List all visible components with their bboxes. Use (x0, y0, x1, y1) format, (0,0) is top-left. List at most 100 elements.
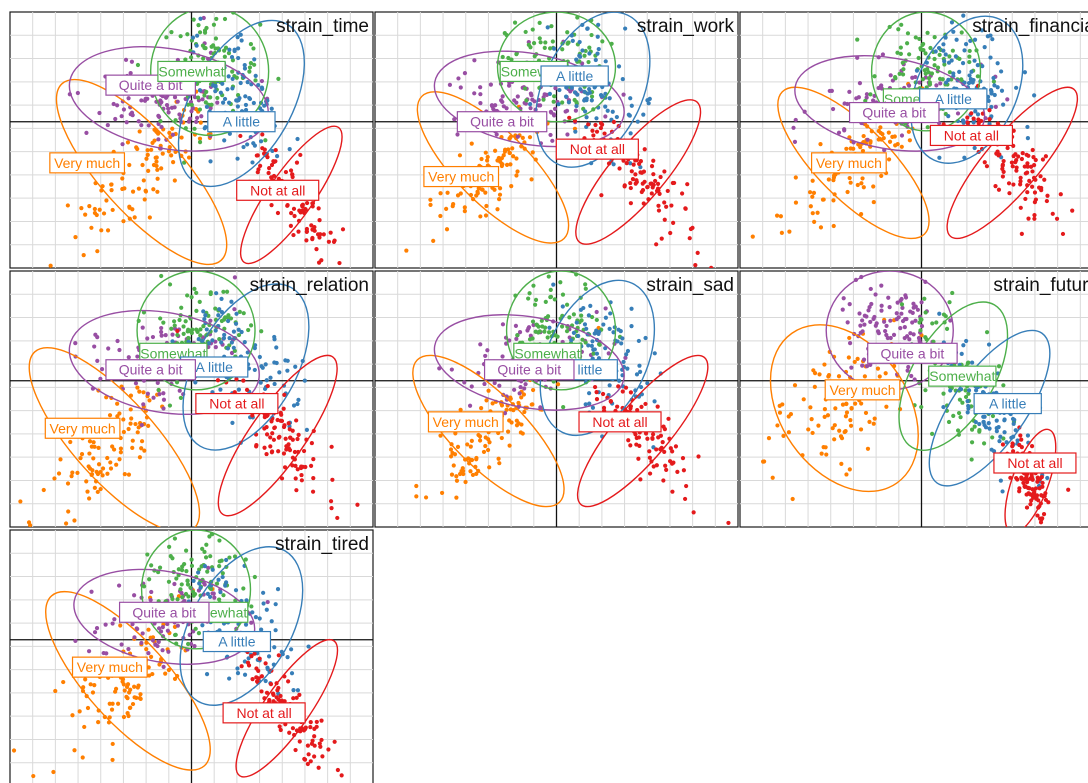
point-very-much (844, 146, 849, 151)
point-very-much (18, 499, 23, 504)
point-a-little (637, 363, 642, 368)
point-not-at-all (299, 472, 304, 478)
label-very-much: Very much (49, 152, 126, 174)
point-very-much (438, 191, 443, 196)
point-quite-a-bit (860, 329, 865, 334)
point-a-little (222, 138, 227, 143)
point-quite-a-bit (898, 326, 903, 331)
point-a-little (992, 92, 997, 98)
point-very-much (146, 627, 151, 632)
point-quite-a-bit (206, 565, 211, 571)
point-a-little (304, 427, 310, 433)
point-very-much (404, 248, 409, 253)
point-quite-a-bit (132, 593, 137, 598)
point-very-much (477, 438, 483, 443)
point-very-much (61, 679, 66, 685)
point-not-at-all (321, 232, 326, 237)
point-not-at-all (297, 692, 302, 697)
point-not-at-all (276, 449, 281, 454)
point-very-much (31, 773, 36, 779)
point-a-little (289, 671, 295, 676)
point-somewhat (197, 299, 202, 304)
point-a-little (997, 439, 1002, 444)
point-quite-a-bit (478, 85, 483, 90)
point-very-much (198, 120, 203, 125)
point-a-little (274, 345, 279, 350)
point-somewhat (194, 290, 199, 295)
point-a-little (289, 647, 294, 652)
point-very-much (877, 374, 882, 379)
point-somewhat (984, 330, 990, 335)
point-somewhat (170, 556, 175, 561)
point-not-at-all (279, 698, 284, 703)
point-quite-a-bit (905, 368, 910, 373)
point-a-little (628, 161, 633, 166)
point-somewhat (558, 280, 563, 285)
point-not-at-all (639, 404, 644, 409)
point-not-at-all (1027, 178, 1032, 183)
point-not-at-all (339, 773, 344, 778)
point-a-little (578, 87, 583, 92)
label-box (824, 379, 901, 401)
point-quite-a-bit (513, 323, 519, 328)
point-somewhat (217, 564, 222, 569)
point-very-much (126, 472, 132, 477)
point-quite-a-bit (878, 84, 883, 89)
ellipse-somewhat (870, 12, 982, 132)
point-a-little (261, 590, 266, 595)
point-very-much (555, 382, 561, 387)
point-very-much (118, 623, 123, 628)
point-a-little (204, 327, 209, 332)
point-quite-a-bit (120, 142, 125, 147)
point-not-at-all (593, 122, 598, 128)
point-quite-a-bit (791, 125, 796, 130)
point-a-little (233, 588, 239, 593)
point-very-much (478, 214, 483, 219)
ellipse-somewhat (140, 530, 252, 650)
point-a-little (230, 76, 235, 82)
point-a-little (225, 318, 231, 324)
point-somewhat (1001, 383, 1006, 388)
point-somewhat (965, 361, 970, 366)
point-somewhat (951, 413, 956, 419)
point-a-little (591, 347, 596, 352)
point-somewhat (167, 282, 173, 287)
point-very-much (790, 496, 795, 502)
point-a-little (577, 39, 582, 45)
point-somewhat (202, 549, 207, 554)
point-very-much (90, 690, 96, 695)
point-a-little (229, 340, 234, 345)
point-a-little (999, 88, 1005, 93)
point-a-little (1025, 124, 1030, 130)
point-very-much (70, 713, 75, 718)
point-a-little (594, 116, 599, 121)
point-not-at-all (308, 720, 313, 725)
point-quite-a-bit (888, 335, 893, 341)
point-somewhat (981, 441, 987, 446)
point-quite-a-bit (879, 303, 884, 308)
point-somewhat (189, 557, 194, 562)
point-quite-a-bit (913, 318, 918, 323)
point-quite-a-bit (840, 307, 845, 312)
point-a-little (210, 567, 215, 572)
point-somewhat (941, 312, 947, 317)
point-not-at-all (662, 200, 667, 205)
point-somewhat (567, 315, 572, 320)
point-somewhat (927, 80, 932, 85)
point-very-much (860, 176, 865, 181)
point-not-at-all (271, 437, 277, 442)
label-box (427, 411, 504, 433)
point-quite-a-bit (548, 132, 553, 138)
point-very-much (99, 228, 104, 233)
ellipse-not-at-all (217, 354, 338, 517)
point-very-much (842, 429, 847, 435)
point-not-at-all (623, 385, 629, 390)
point-a-little (235, 104, 240, 109)
point-quite-a-bit (860, 318, 865, 323)
point-quite-a-bit (874, 321, 879, 326)
point-not-at-all (586, 122, 591, 127)
point-somewhat (582, 53, 587, 58)
point-a-little (965, 410, 970, 415)
point-not-at-all (1070, 538, 1074, 542)
point-a-little (252, 367, 257, 373)
